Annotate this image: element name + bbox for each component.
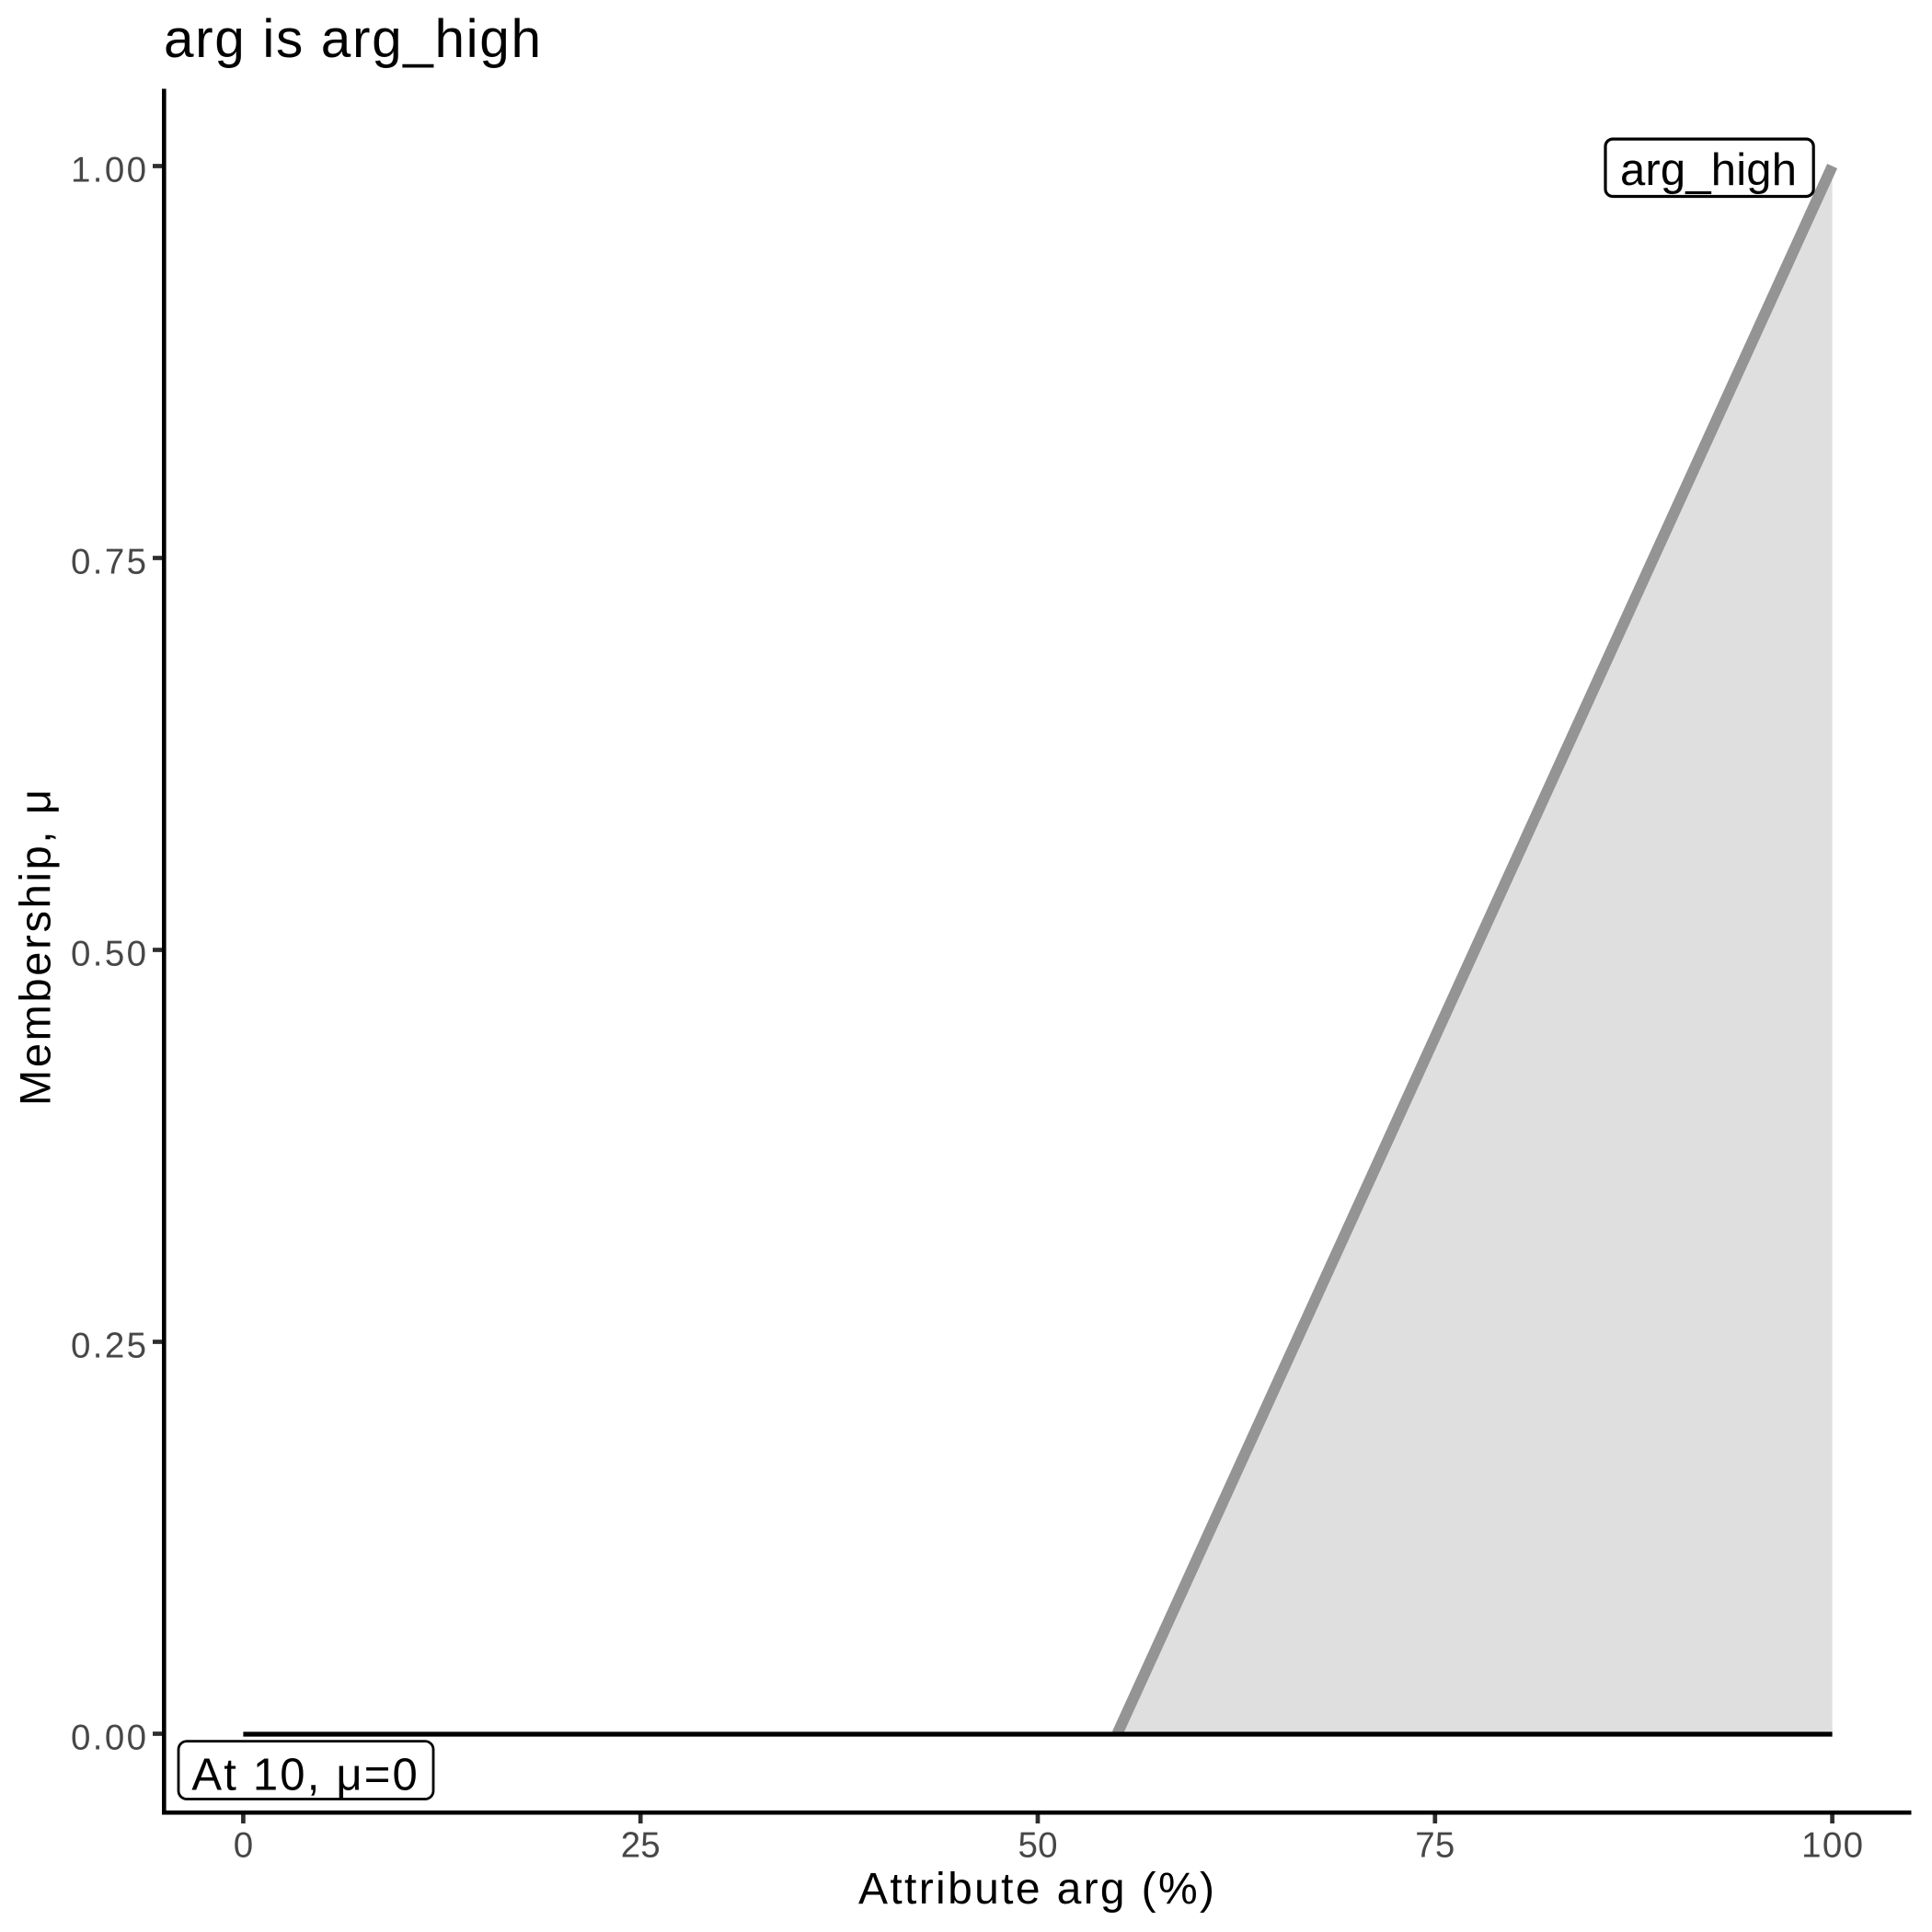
svg-text:100: 100 — [1801, 1826, 1863, 1866]
svg-text:1.00: 1.00 — [71, 151, 146, 190]
svg-text:0.75: 0.75 — [71, 543, 146, 582]
svg-text:Attribute arg (%): Attribute arg (%) — [858, 1865, 1214, 1914]
svg-text:arg is arg_high: arg is arg_high — [164, 9, 541, 69]
svg-text:25: 25 — [621, 1826, 661, 1866]
svg-text:0.25: 0.25 — [71, 1327, 146, 1366]
svg-text:arg_high: arg_high — [1620, 145, 1797, 195]
svg-text:75: 75 — [1415, 1826, 1455, 1866]
svg-text:50: 50 — [1018, 1826, 1058, 1866]
svg-text:0: 0 — [234, 1826, 253, 1866]
svg-text:At 10, μ=0: At 10, μ=0 — [191, 1750, 417, 1800]
svg-text:0.50: 0.50 — [71, 935, 146, 974]
svg-text:Membership, μ: Membership, μ — [11, 789, 60, 1106]
svg-text:0.00: 0.00 — [71, 1719, 146, 1758]
